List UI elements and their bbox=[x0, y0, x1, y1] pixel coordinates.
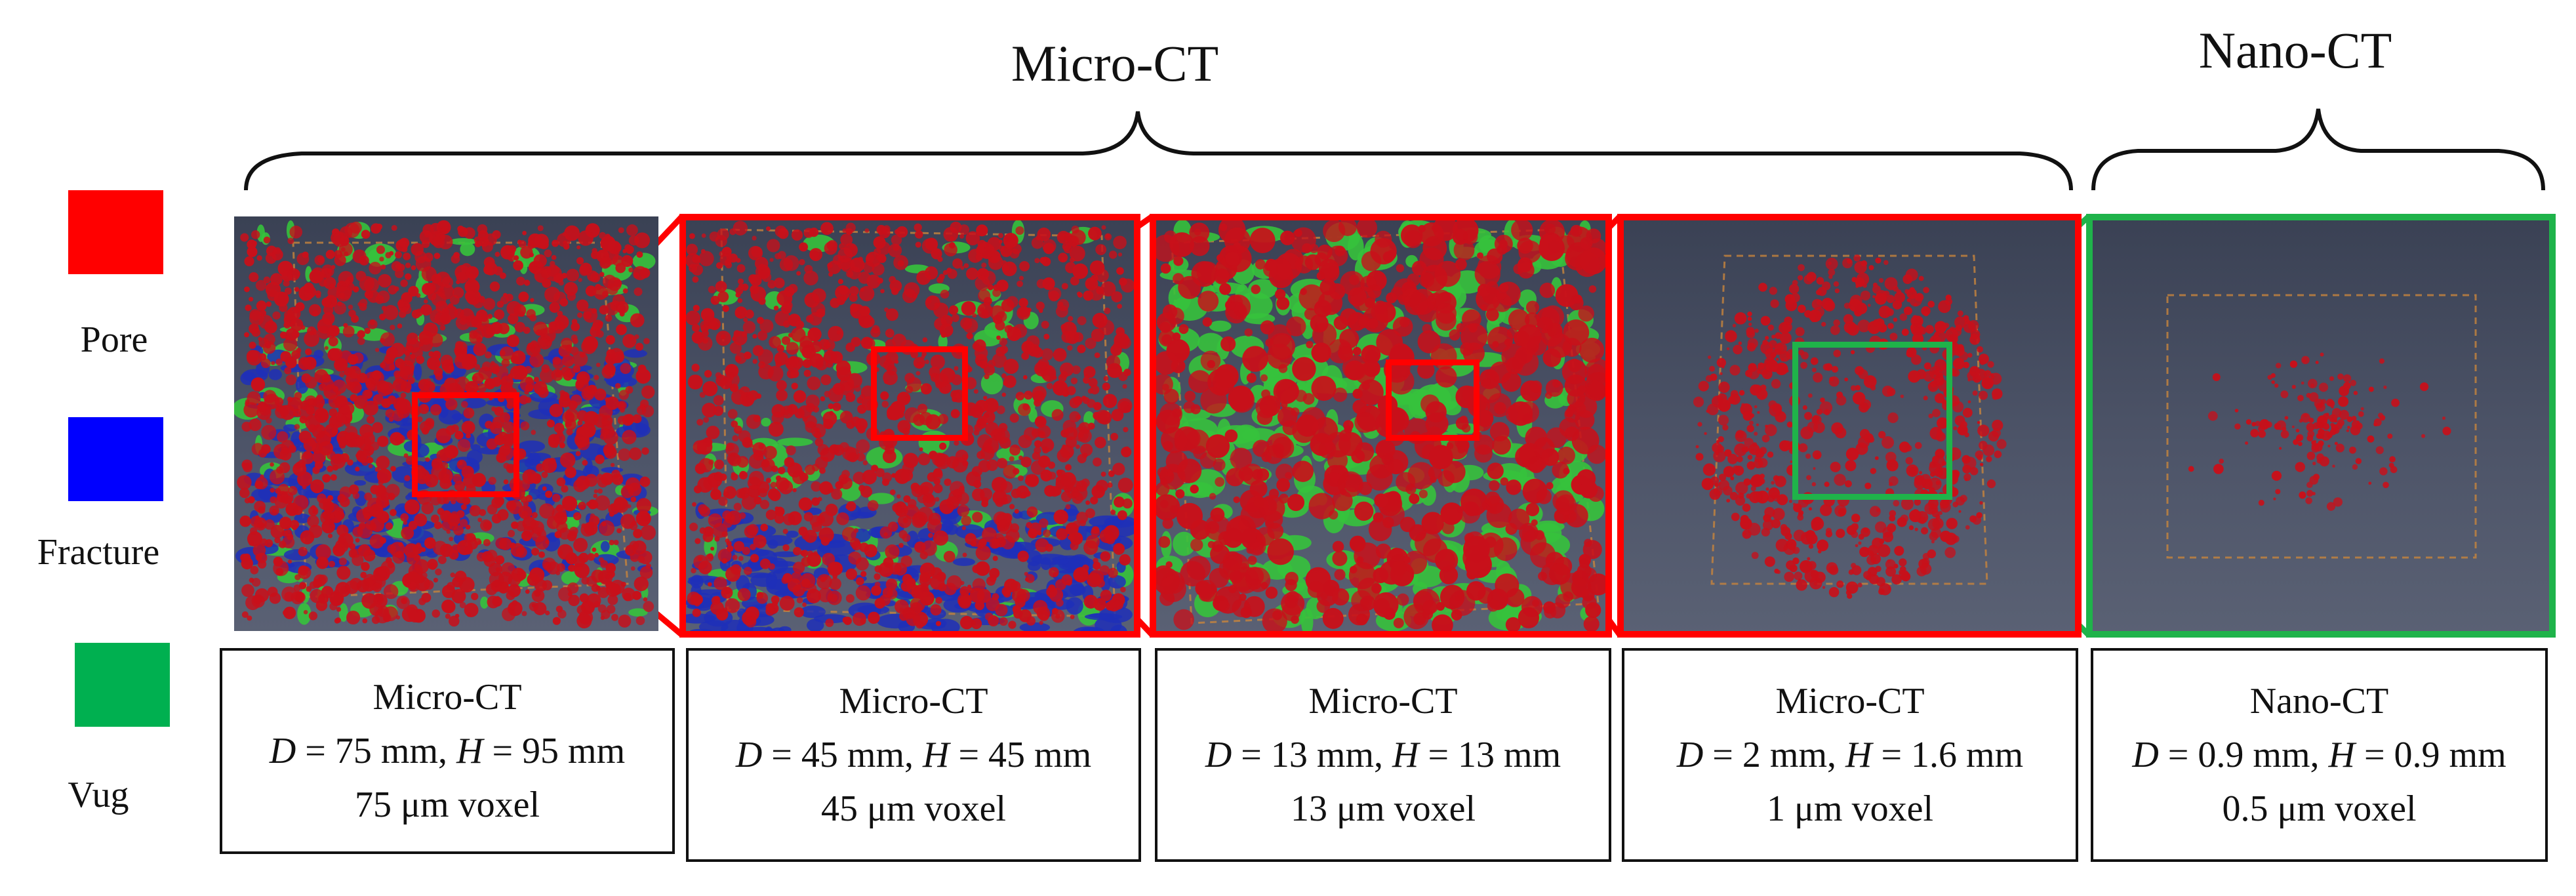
caption-1-modality: Micro-CT bbox=[372, 677, 522, 718]
caption-2-voxel: 45 μm voxel bbox=[821, 788, 1006, 829]
caption-4-d-value: = 2 mm, bbox=[1703, 735, 1845, 775]
caption-3-dimensions: D = 13 mm, H = 13 mm bbox=[1205, 728, 1561, 782]
caption-1-h-var: H bbox=[456, 731, 483, 771]
caption-4-h-value: = 1.6 mm bbox=[1872, 735, 2024, 775]
micro-ct-brace bbox=[244, 111, 2073, 191]
micro-ct-group-label: Micro-CT bbox=[1011, 35, 1219, 92]
caption-1-h-value: = 95 mm bbox=[483, 731, 626, 771]
caption-2-h-value: = 45 mm bbox=[949, 735, 1092, 775]
ct-render-2 bbox=[682, 219, 1138, 635]
ct-image-panel-3 bbox=[1152, 216, 1609, 635]
caption-box-2: Micro-CT D = 45 mm, H = 45 mm 45 μm voxe… bbox=[686, 648, 1141, 862]
legend-label-vug: Vug bbox=[68, 775, 129, 815]
ct-render-5 bbox=[2166, 294, 2477, 559]
caption-1-dimensions: D = 75 mm, H = 95 mm bbox=[270, 724, 625, 778]
ct-image-panel-1 bbox=[234, 216, 658, 631]
caption-box-3: Micro-CT D = 13 mm, H = 13 mm 13 μm voxe… bbox=[1155, 648, 1611, 862]
caption-4-modality: Micro-CT bbox=[1775, 681, 1925, 722]
ct-image-panel-2 bbox=[682, 216, 1138, 635]
caption-5-dimensions: D = 0.9 mm, H = 0.9 mm bbox=[2132, 728, 2506, 782]
caption-5-h-var: H bbox=[2328, 735, 2355, 775]
caption-1-voxel: 75 μm voxel bbox=[355, 784, 540, 825]
nano-ct-brace bbox=[2091, 108, 2545, 191]
caption-3-modality: Micro-CT bbox=[1308, 681, 1458, 722]
caption-5-modality: Nano-CT bbox=[2249, 681, 2389, 722]
caption-4-d-var: D bbox=[1676, 735, 1704, 775]
caption-box-4: Micro-CT D = 2 mm, H = 1.6 mm 1 μm voxel bbox=[1622, 648, 2078, 862]
caption-2-h-var: H bbox=[923, 735, 950, 775]
legend-label-fracture: Fracture bbox=[37, 532, 160, 573]
nano-ct-group-label: Nano-CT bbox=[2198, 22, 2392, 79]
caption-5-h-value: = 0.9 mm bbox=[2354, 735, 2506, 775]
ct-render-1 bbox=[234, 220, 658, 629]
caption-3-h-value: = 13 mm bbox=[1419, 735, 1561, 775]
caption-box-5: Nano-CT D = 0.9 mm, H = 0.9 mm 0.5 μm vo… bbox=[2091, 648, 2548, 862]
legend-swatch-pore bbox=[68, 190, 163, 274]
caption-2-d-var: D bbox=[735, 735, 763, 775]
caption-5-d-var: D bbox=[2132, 735, 2159, 775]
legend-label-pore: Pore bbox=[80, 319, 148, 360]
caption-4-voxel: 1 μm voxel bbox=[1767, 788, 1933, 829]
caption-2-modality: Micro-CT bbox=[839, 681, 988, 722]
ct-render-3 bbox=[1152, 216, 1609, 635]
caption-1-d-value: = 75 mm, bbox=[296, 731, 456, 771]
legend-swatch-fracture bbox=[68, 417, 163, 501]
ct-image-panel-4 bbox=[1620, 216, 2079, 635]
caption-box-1: Micro-CT D = 75 mm, H = 95 mm 75 μm voxe… bbox=[220, 648, 675, 854]
caption-3-d-value: = 13 mm, bbox=[1232, 735, 1392, 775]
caption-4-h-var: H bbox=[1845, 735, 1872, 775]
caption-5-d-value: = 0.9 mm, bbox=[2158, 735, 2329, 775]
caption-1-d-var: D bbox=[269, 731, 296, 771]
caption-2-d-value: = 45 mm, bbox=[762, 735, 923, 775]
ct-image-panel-5 bbox=[2089, 216, 2553, 635]
caption-3-h-var: H bbox=[1392, 735, 1419, 775]
caption-4-dimensions: D = 2 mm, H = 1.6 mm bbox=[1677, 728, 2023, 782]
legend-swatch-vug bbox=[75, 643, 170, 727]
caption-3-voxel: 13 μm voxel bbox=[1291, 788, 1476, 829]
caption-3-d-var: D bbox=[1205, 735, 1232, 775]
caption-5-voxel: 0.5 μm voxel bbox=[2222, 788, 2417, 829]
caption-2-dimensions: D = 45 mm, H = 45 mm bbox=[736, 728, 1091, 782]
ct-render-4 bbox=[1693, 255, 2007, 600]
